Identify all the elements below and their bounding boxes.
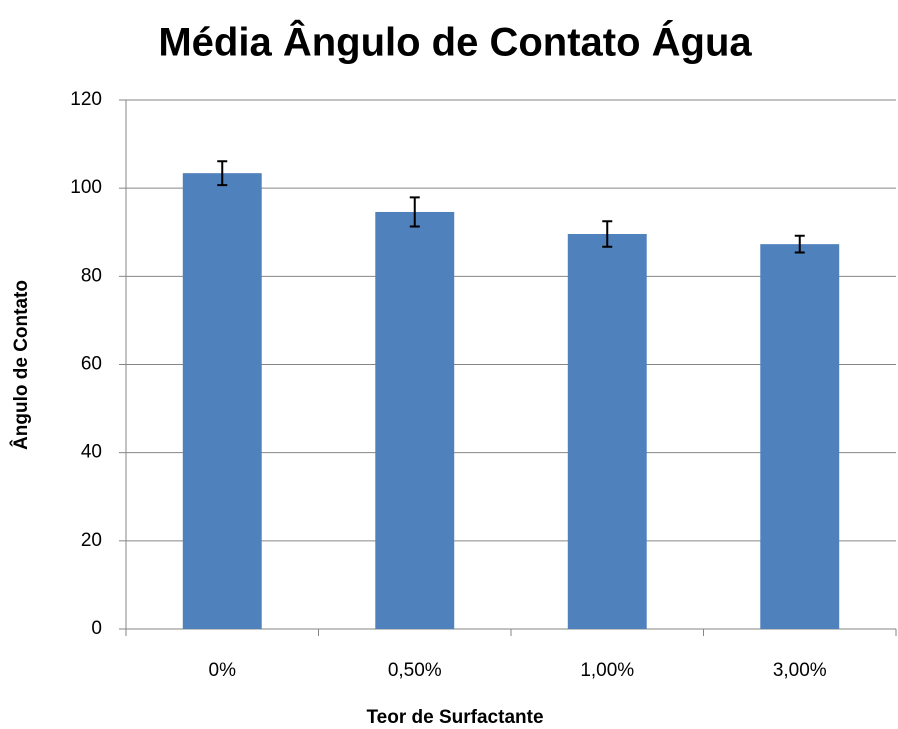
bar xyxy=(567,234,647,629)
x-tick-label: 1,00% xyxy=(580,660,634,681)
y-axis-label: Ângulo de Contato xyxy=(10,280,32,450)
bar xyxy=(760,244,840,629)
x-tick-label: 3,00% xyxy=(773,660,827,681)
y-tick-label: 60 xyxy=(81,354,102,375)
error-bar xyxy=(217,160,228,187)
bar xyxy=(182,173,262,629)
y-tick-label: 80 xyxy=(81,265,102,286)
chart-title: Média Ângulo de Contato Água xyxy=(158,19,752,65)
error-bar xyxy=(794,234,805,254)
x-tick-label: 0,50% xyxy=(388,660,442,681)
y-tick-label: 20 xyxy=(81,530,102,551)
y-tick-label: 40 xyxy=(81,442,102,463)
error-bar xyxy=(602,220,613,248)
y-tick-label: 0 xyxy=(91,618,102,639)
y-tick-label: 100 xyxy=(70,177,102,198)
bar xyxy=(375,211,455,629)
error-bar xyxy=(409,196,420,228)
x-tick-label: 0% xyxy=(209,660,237,681)
y-tick-label: 120 xyxy=(70,89,102,110)
x-axis-label: Teor de Surfactante xyxy=(366,707,543,728)
